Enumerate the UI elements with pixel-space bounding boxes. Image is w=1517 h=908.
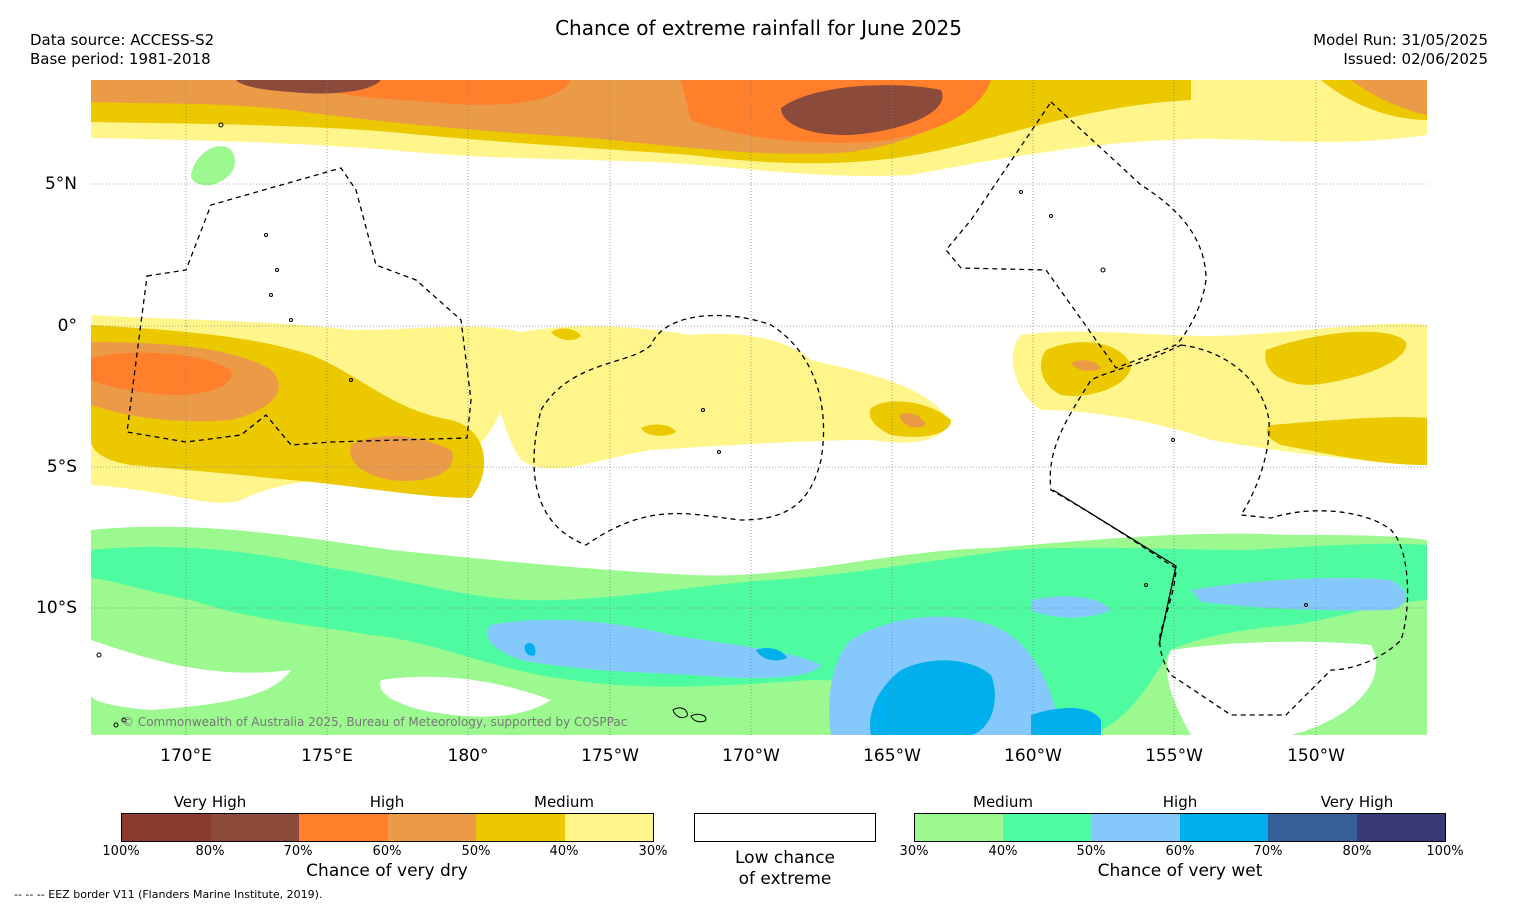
dry-level-high: High	[369, 793, 405, 811]
dry-pct-50: 50%	[461, 844, 491, 859]
wet-colorbar	[914, 813, 1446, 842]
equator-dry-mid	[491, 326, 948, 469]
low-chance-caption-1: Low chance	[735, 848, 835, 868]
north-very-high-core-2	[236, 80, 381, 94]
wet-pct-30: 30%	[899, 844, 929, 859]
rainfall-map	[91, 80, 1427, 735]
lon-label-160w: 160°W	[1004, 746, 1062, 766]
equator-veryhigh-west	[91, 352, 232, 395]
lon-label-170w: 170°W	[722, 746, 780, 766]
equator-medium-small	[551, 328, 581, 341]
wet-pct-40: 40%	[988, 844, 1018, 859]
graticule	[91, 80, 1427, 735]
rainfall-map-svg	[91, 80, 1427, 735]
wet-level-very-high: Very High	[1320, 793, 1394, 811]
dry-pct-40: 40%	[549, 844, 579, 859]
wet-level-medium: Medium	[973, 793, 1033, 811]
maritime-boundary-line	[1052, 489, 1177, 646]
dry-colorbar	[121, 813, 654, 842]
south-high-wet-4	[1191, 578, 1406, 611]
map-credit: © Commonwealth of Australia 2025, Bureau…	[122, 715, 628, 729]
south-wet-gap-2	[380, 676, 551, 717]
south-medium-wet-band	[91, 543, 1427, 735]
wet-pct-70: 70%	[1253, 844, 1283, 859]
dry-pct-70: 70%	[283, 844, 313, 859]
wet-swatch-1	[915, 814, 1004, 841]
wet-caption: Chance of very wet	[1097, 861, 1263, 881]
wet-swatch-4	[1179, 814, 1269, 841]
dry-pct-60: 60%	[372, 844, 402, 859]
south-veryhigh-wet-2	[1031, 708, 1101, 735]
dry-pct-30: 30%	[638, 844, 668, 859]
dry-level-very-high: Very High	[173, 793, 247, 811]
wet-swatch-5	[1268, 814, 1357, 841]
wet-pct-50: 50%	[1076, 844, 1106, 859]
south-veryhigh-wet-1	[870, 660, 995, 735]
dry-caption: Chance of very dry	[306, 861, 468, 881]
dry-pct-80: 80%	[195, 844, 225, 859]
low-chance-swatch	[694, 813, 876, 842]
wet-swatch-2	[1003, 814, 1092, 841]
model-run-label: Model Run: 31/05/2025	[1313, 31, 1488, 49]
wet-level-high: High	[1162, 793, 1198, 811]
base-period-label: Base period: 1981-2018	[30, 50, 211, 68]
eez-borders	[126, 101, 1409, 716]
eez-footnote: -- -- -- EEZ border V11 (Flanders Marine…	[14, 888, 323, 901]
dry-swatch-1	[122, 814, 211, 841]
lon-label-150w: 150°W	[1287, 746, 1345, 766]
dry-level-medium: Medium	[534, 793, 594, 811]
lon-label-180: 180°	[447, 746, 489, 766]
north-very-high-core	[781, 85, 943, 136]
south-veryhigh-wet-4	[524, 643, 536, 656]
dry-swatch-4	[387, 814, 476, 841]
lon-label-175e: 175°E	[301, 746, 353, 766]
lon-label-175w: 175°W	[581, 746, 639, 766]
low-chance-caption-2: of extreme	[738, 869, 832, 889]
dry-swatch-6	[564, 814, 653, 841]
equator-medium-far-east-2	[1266, 417, 1427, 465]
south-high-wet-3	[1031, 596, 1111, 618]
islands	[96, 122, 1308, 728]
lat-label-0: 0°	[57, 316, 77, 336]
south-veryhigh-wet-3	[756, 647, 787, 661]
north-east-high	[1351, 80, 1427, 115]
lat-label-5n: 5°N	[44, 174, 77, 194]
lat-label-10s: 10°S	[36, 598, 77, 618]
equator-high-mid	[899, 413, 926, 428]
issued-label: Issued: 02/06/2025	[1343, 50, 1488, 68]
dry-swatch-5	[476, 814, 565, 841]
north-wet-blob	[191, 146, 235, 186]
south-wet-gap-3	[1167, 641, 1377, 735]
south-wet-gap-1	[91, 640, 291, 710]
equator-medium-far-east	[1265, 331, 1407, 385]
equator-high-east	[1071, 360, 1101, 371]
data-source-label: Data source: ACCESS-S2	[30, 31, 215, 49]
wet-pct-60: 60%	[1165, 844, 1195, 859]
lat-label-5s: 5°S	[46, 457, 77, 477]
dry-pct-100: 100%	[102, 844, 140, 859]
south-high-wet-1	[487, 619, 821, 678]
wet-swatch-3	[1091, 814, 1180, 841]
dry-swatch-3	[299, 814, 388, 841]
dry-swatch-2	[210, 814, 299, 841]
wet-pct-100: 100%	[1426, 844, 1464, 859]
equator-medium-small-2	[641, 424, 676, 436]
wet-swatch-6	[1356, 814, 1445, 841]
lon-label-170e: 170°E	[160, 746, 212, 766]
lon-label-165w: 165°W	[863, 746, 921, 766]
equator-high-west-2	[350, 435, 453, 481]
lon-label-155w: 155°W	[1145, 746, 1203, 766]
wet-pct-80: 80%	[1342, 844, 1372, 859]
page-title: Chance of extreme rainfall for June 2025	[555, 16, 962, 40]
